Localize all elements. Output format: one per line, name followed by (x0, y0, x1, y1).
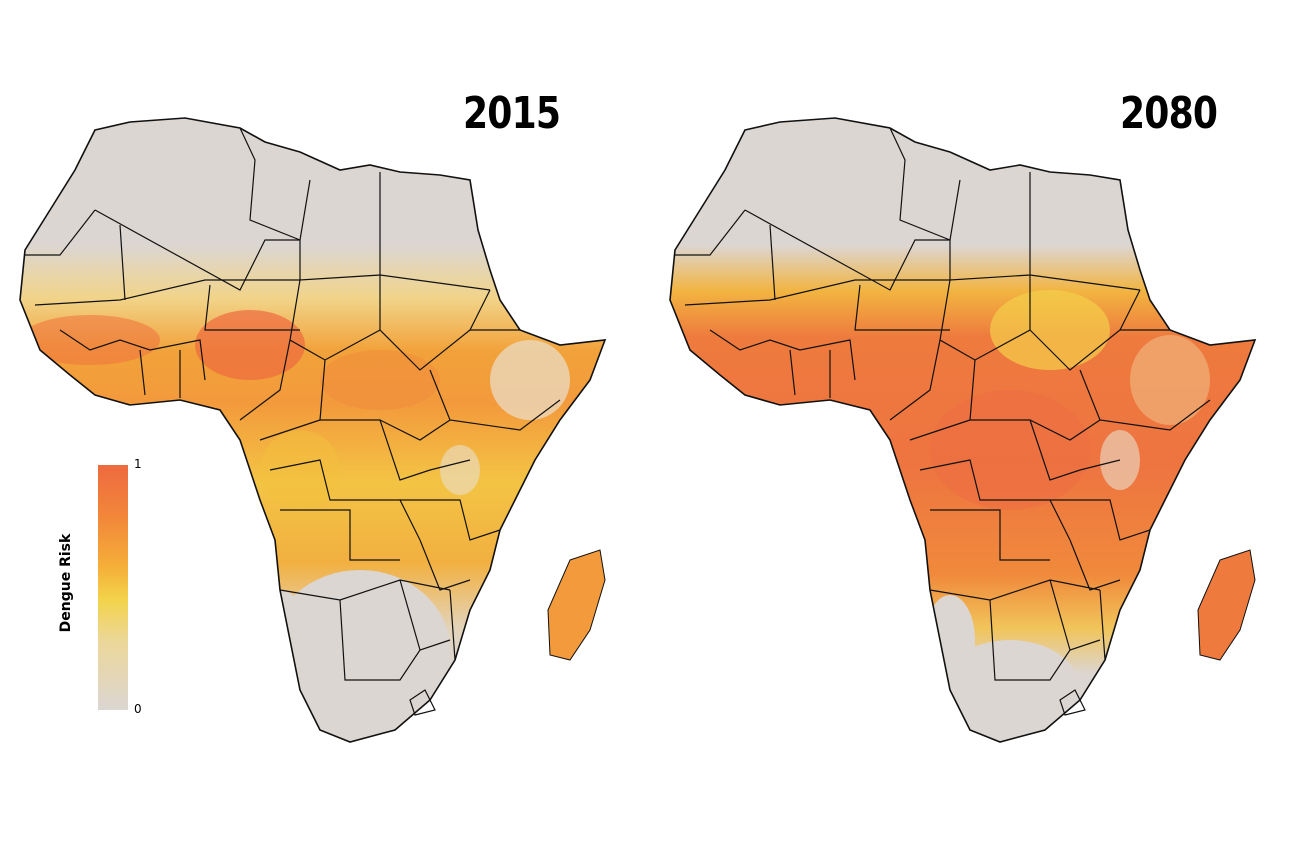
year-title: 2015 (463, 88, 561, 139)
legend: Dengue Risk 1 0 (50, 455, 160, 720)
legend-color-bar (98, 465, 128, 710)
legend-min-label: 0 (134, 702, 142, 716)
map-panel-2015: 2015 Dengue Risk 1 0 (19, 88, 607, 743)
legend-title: Dengue Risk (58, 533, 74, 633)
africa-map-2080 (669, 117, 1257, 743)
map-panel-2080: 2080 (650, 0, 1300, 867)
year-title: 2080 (1120, 88, 1218, 139)
legend-max-label: 1 (134, 457, 142, 471)
